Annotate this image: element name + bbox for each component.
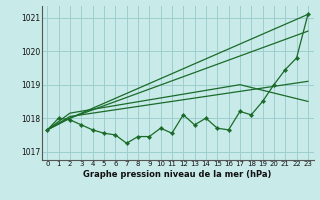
X-axis label: Graphe pression niveau de la mer (hPa): Graphe pression niveau de la mer (hPa) [84, 170, 272, 179]
